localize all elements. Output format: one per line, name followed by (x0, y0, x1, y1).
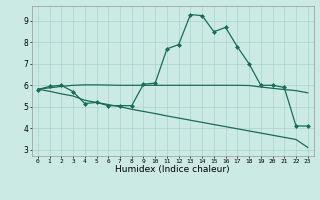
X-axis label: Humidex (Indice chaleur): Humidex (Indice chaleur) (116, 165, 230, 174)
